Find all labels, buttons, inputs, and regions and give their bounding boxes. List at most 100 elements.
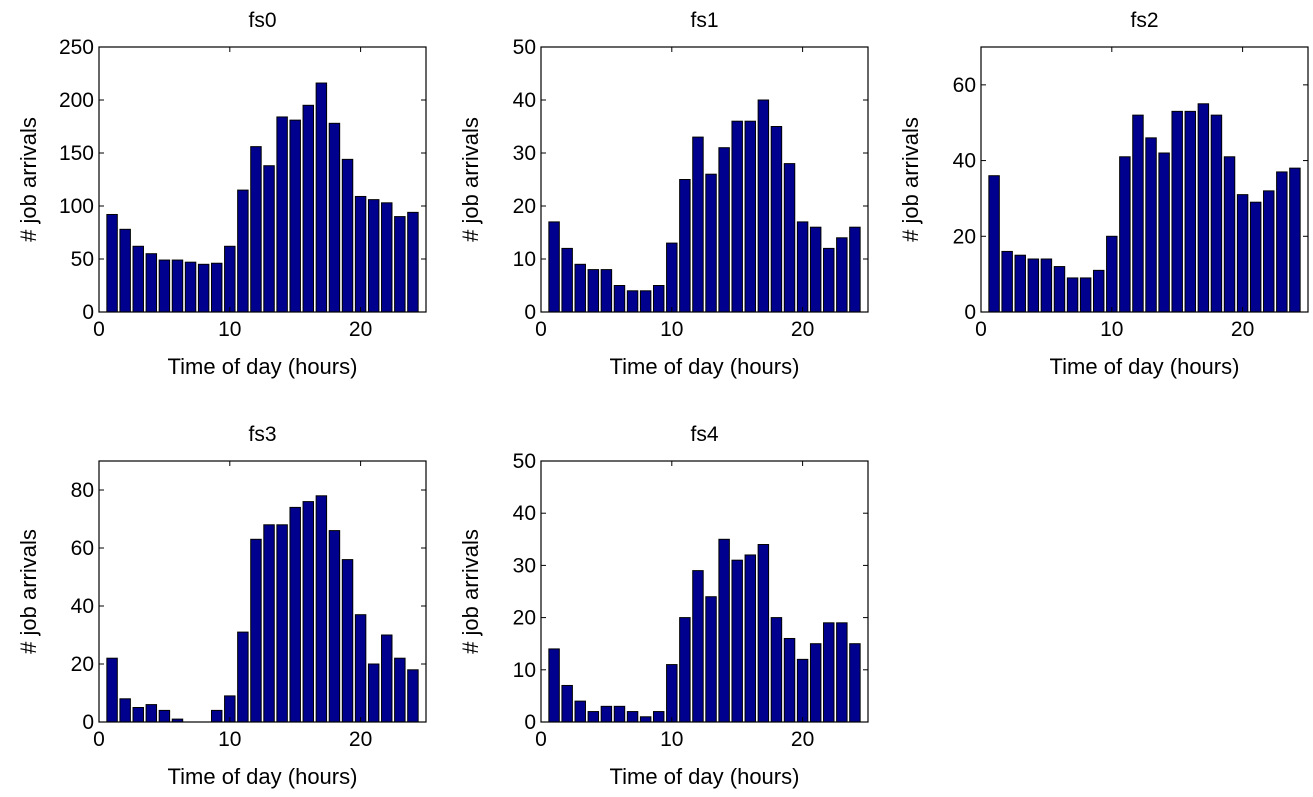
bar	[328, 122, 341, 313]
x-tick-label: 20	[791, 318, 814, 341]
bar	[210, 262, 223, 313]
bar	[652, 711, 665, 723]
x-tick-label: 10	[660, 728, 683, 751]
bar	[1210, 114, 1223, 313]
bar	[302, 104, 315, 313]
y-tick-label: 30	[513, 142, 536, 165]
bar	[1236, 194, 1249, 313]
bar	[367, 199, 380, 313]
bar	[783, 163, 796, 313]
bar	[796, 221, 809, 313]
bar	[666, 242, 678, 313]
bar	[809, 643, 822, 723]
bar	[184, 261, 197, 313]
bar	[757, 544, 770, 723]
bar	[731, 120, 743, 313]
y-tick-label: 20	[513, 195, 536, 218]
subplot-3: 0 10 20 0 20 40 60 80 fs3 Time of day (hours) # jo…	[16, 423, 427, 789]
y-tick-label: 0	[82, 711, 94, 734]
y-tick-label: 150	[59, 142, 94, 165]
bar	[263, 165, 275, 313]
bar	[1197, 103, 1210, 313]
bar	[705, 596, 717, 723]
bar	[1027, 258, 1040, 313]
axes-box	[540, 460, 869, 723]
bar	[639, 716, 652, 723]
y-tick-label: 80	[71, 479, 94, 502]
y-tick-label: 20	[71, 653, 94, 676]
bar	[158, 709, 171, 723]
bar	[381, 634, 393, 723]
bar	[250, 538, 262, 723]
bar	[145, 253, 158, 313]
bar	[626, 290, 639, 313]
bar	[276, 116, 288, 313]
axes-box	[980, 46, 1309, 313]
bar	[328, 530, 341, 723]
y-axis-label: # job arrivals	[458, 529, 483, 654]
bar	[1263, 190, 1275, 313]
bar	[1184, 110, 1197, 313]
bar	[367, 663, 380, 723]
bar	[692, 136, 704, 313]
y-tick-label: 200	[59, 89, 94, 112]
bar	[1289, 167, 1301, 313]
y-tick-label: 0	[524, 301, 536, 324]
chart-title: fs4	[690, 423, 718, 446]
bar	[770, 126, 783, 313]
bar	[679, 179, 691, 313]
bar	[407, 211, 419, 313]
x-axis-label: Time of day (hours)	[610, 354, 800, 379]
subplot-2: 0 10 20 0 20 40 60 fs2 Time of day (hours) # job …	[898, 9, 1309, 379]
bar	[744, 120, 757, 313]
bar	[1066, 277, 1079, 313]
chart-title: fs0	[248, 9, 276, 32]
y-axis-label: # job arrivals	[16, 117, 41, 242]
x-tick-label: 0	[535, 728, 547, 751]
y-tick-label: 0	[82, 301, 94, 324]
bar	[836, 237, 848, 313]
bar	[1119, 156, 1131, 313]
bar	[315, 82, 328, 313]
bar	[600, 705, 613, 723]
y-axis-label: # job arrivals	[16, 529, 41, 654]
subplot-1: 0 10 20 0 10 20 30 40 50 fs1 Time of day (hours) # …	[458, 9, 869, 379]
bar	[757, 99, 770, 313]
bar	[1092, 269, 1105, 313]
subplot-4: 0 10 20 0 10 20 30 40 50 fs4 Time of day (hours) # …	[458, 423, 869, 789]
bar	[718, 147, 730, 313]
bar	[613, 285, 626, 313]
y-tick-label: 100	[59, 195, 94, 218]
bar	[289, 506, 301, 723]
axes-box	[540, 46, 869, 313]
bar	[224, 245, 236, 313]
bar	[1001, 250, 1013, 313]
bar	[744, 554, 757, 723]
bar	[823, 247, 835, 313]
bar	[237, 631, 249, 723]
bar	[574, 263, 586, 313]
axes-box	[98, 46, 427, 313]
bar	[354, 195, 367, 313]
x-tick-label: 0	[535, 318, 547, 341]
bar	[237, 189, 249, 313]
bar	[809, 226, 822, 313]
bar	[171, 259, 184, 313]
y-tick-label: 10	[513, 659, 536, 682]
bar	[119, 698, 131, 723]
y-tick-label: 30	[513, 554, 536, 577]
bar	[718, 538, 730, 723]
bar	[548, 648, 560, 723]
bar	[381, 202, 393, 313]
bar	[626, 711, 639, 723]
bar	[988, 175, 1000, 313]
bar	[1249, 201, 1262, 313]
y-tick-label: 50	[513, 36, 536, 59]
y-tick-label: 0	[524, 711, 536, 734]
chart-title: fs2	[1130, 9, 1158, 32]
bar	[849, 226, 861, 313]
bar	[705, 173, 717, 313]
x-tick-label: 10	[218, 318, 241, 341]
y-tick-label: 60	[71, 537, 94, 560]
